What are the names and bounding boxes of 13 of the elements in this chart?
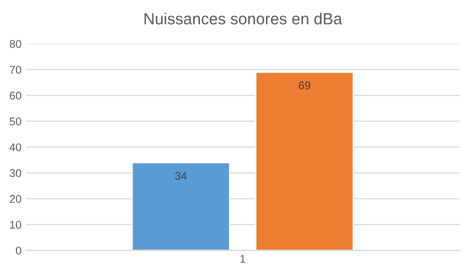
x-tick-label: 1 bbox=[240, 255, 246, 263]
data-label: 69 bbox=[298, 82, 310, 90]
y-tick-label: 10 bbox=[10, 220, 22, 229]
data-label: 34 bbox=[175, 172, 187, 180]
y-tick-label: 80 bbox=[10, 40, 22, 48]
y-tick-label: 30 bbox=[10, 169, 22, 178]
y-tick-label: 0 bbox=[16, 246, 22, 255]
chart-title: Nuissances sonores en dBa bbox=[144, 12, 342, 24]
y-tick-label: 70 bbox=[10, 66, 22, 74]
y-tick-label: 50 bbox=[10, 118, 22, 126]
y-tick-label: 60 bbox=[10, 92, 22, 100]
y-tick-label: 40 bbox=[10, 143, 22, 152]
y-tick-label: 20 bbox=[10, 195, 22, 203]
